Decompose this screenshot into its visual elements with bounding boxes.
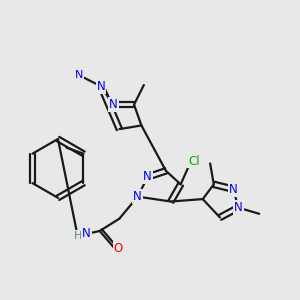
Text: H: H — [74, 231, 82, 241]
Text: Cl: Cl — [188, 154, 200, 167]
Text: N: N — [143, 170, 152, 184]
Text: N: N — [229, 183, 238, 196]
Text: N: N — [134, 190, 142, 203]
Text: N: N — [97, 80, 105, 93]
Text: N: N — [234, 201, 243, 214]
Text: O: O — [113, 242, 123, 255]
Text: N: N — [109, 98, 118, 111]
Text: N: N — [82, 227, 91, 240]
Text: N: N — [75, 70, 83, 80]
